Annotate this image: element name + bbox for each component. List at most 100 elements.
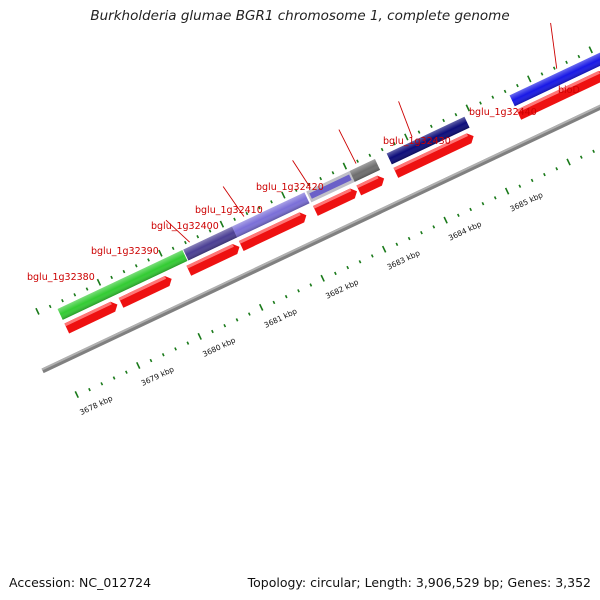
minor-tick xyxy=(319,176,323,181)
gene-label-bglu_1g32440[interactable]: bglu_1g32440 xyxy=(469,107,537,118)
minor-tick xyxy=(174,347,177,351)
cds-arrow[interactable] xyxy=(516,69,600,120)
gene-bglu_1g32390[interactable] xyxy=(232,192,310,238)
minor-tick xyxy=(196,235,200,239)
gene-label-bglu_1g32380[interactable]: bglu_1g32380 xyxy=(27,272,95,283)
cds-arrow[interactable] xyxy=(313,186,359,216)
gene-bglu_1g32420[interactable] xyxy=(386,116,470,165)
scale-label: 3682 kbp xyxy=(324,277,360,300)
minor-tick xyxy=(420,231,423,235)
genome-summary-text: Topology: circular; Length: 3,906,529 bp… xyxy=(247,575,591,590)
cds-arrow[interactable] xyxy=(64,300,119,334)
scale-ticks-bottom xyxy=(74,149,595,399)
minor-tick xyxy=(395,242,399,247)
minor-tick xyxy=(429,124,433,128)
major-tick xyxy=(74,391,79,399)
major-tick xyxy=(281,191,286,199)
minor-tick xyxy=(334,271,337,276)
minor-tick xyxy=(393,142,396,146)
minor-tick xyxy=(110,275,114,280)
minor-tick xyxy=(469,207,473,212)
minor-tick xyxy=(540,72,544,76)
accession-text: Accession: NC_012724 xyxy=(9,575,152,590)
cds-arrow[interactable] xyxy=(186,242,241,276)
major-tick xyxy=(504,187,510,195)
cds-arrow[interactable] xyxy=(356,173,386,196)
minor-tick xyxy=(257,205,261,210)
minor-tick xyxy=(149,358,153,363)
scale-label: 3680 kbp xyxy=(201,335,237,358)
minor-tick xyxy=(223,323,227,328)
label-leader-line xyxy=(338,129,357,164)
minor-tick xyxy=(100,382,104,386)
label-leader-line xyxy=(222,186,245,217)
major-tick xyxy=(96,278,102,286)
scale-label: 3685 kbp xyxy=(509,190,545,213)
gene-label-bglu_1g32390[interactable]: bglu_1g32390 xyxy=(91,246,159,257)
gene-label-bioD[interactable]: bioD xyxy=(558,85,580,96)
minor-tick xyxy=(380,147,384,152)
minor-tick xyxy=(284,294,288,299)
minor-tick xyxy=(432,225,436,229)
minor-tick xyxy=(294,188,298,192)
scale-label: 3684 kbp xyxy=(447,219,483,242)
major-tick xyxy=(136,361,141,369)
major-tick xyxy=(381,245,387,253)
minor-tick xyxy=(245,211,249,216)
label-leader-line xyxy=(398,101,413,138)
cds-highlight xyxy=(393,133,469,171)
minor-tick xyxy=(503,89,507,94)
minor-tick xyxy=(309,283,313,287)
gene-label-bglu_1g32430[interactable]: bglu_1g32430 xyxy=(383,136,451,147)
label-leader-line xyxy=(550,22,558,69)
scale-label: 3681 kbp xyxy=(263,306,299,329)
minor-tick xyxy=(235,318,239,322)
major-tick xyxy=(342,162,348,170)
minor-tick xyxy=(208,229,212,233)
minor-tick xyxy=(456,213,460,217)
minor-tick xyxy=(125,370,128,374)
minor-tick xyxy=(358,260,362,264)
gene-label-bglu_1g32400[interactable]: bglu_1g32400 xyxy=(151,221,219,232)
minor-tick xyxy=(368,153,372,158)
cds-arrow[interactable] xyxy=(238,210,309,251)
map-title: Burkholderia glumae BGR1 chromosome 1, c… xyxy=(90,8,510,24)
minor-tick xyxy=(479,101,482,105)
gene-label-bglu_1g32410[interactable]: bglu_1g32410 xyxy=(195,205,263,216)
gene-labels: bglu_1g32380 bglu_1g32390 bglu_1g32400 b… xyxy=(27,85,580,283)
minor-tick xyxy=(577,54,581,59)
minor-tick xyxy=(61,298,64,303)
scale-label: 3679 kbp xyxy=(140,365,176,388)
minor-tick xyxy=(518,184,522,188)
gene-bglu_1g32430[interactable] xyxy=(509,52,600,107)
minor-tick xyxy=(48,304,52,309)
minor-tick xyxy=(565,60,568,65)
minor-tick xyxy=(493,196,497,200)
minor-tick xyxy=(73,293,77,297)
minor-tick xyxy=(592,149,595,154)
scale-label: 3678 kbp xyxy=(78,394,114,417)
major-tick xyxy=(566,158,571,166)
label-leader-line xyxy=(165,219,190,243)
major-tick xyxy=(465,104,471,112)
minor-tick xyxy=(407,236,411,241)
gene-bglu_1g32380[interactable] xyxy=(183,226,238,261)
minor-tick xyxy=(85,287,89,291)
cds-arrow[interactable] xyxy=(393,131,476,178)
major-tick xyxy=(320,274,325,282)
minor-tick xyxy=(370,254,374,258)
major-tick xyxy=(443,216,448,224)
cds-track xyxy=(64,69,600,334)
minor-tick xyxy=(331,171,335,175)
minor-tick xyxy=(270,200,273,204)
minor-tick xyxy=(147,258,150,262)
cds-highlight xyxy=(186,244,234,269)
gene-bglu_1g32400[interactable] xyxy=(306,170,355,203)
minor-tick xyxy=(171,246,175,251)
gene-label-bglu_1g32420[interactable]: bglu_1g32420 xyxy=(256,182,324,193)
gene-bglu_1g32410[interactable] xyxy=(349,159,381,182)
minor-tick xyxy=(161,353,165,357)
major-tick xyxy=(197,332,202,340)
genome-backbone xyxy=(41,0,600,374)
cds-arrow[interactable] xyxy=(118,274,174,308)
